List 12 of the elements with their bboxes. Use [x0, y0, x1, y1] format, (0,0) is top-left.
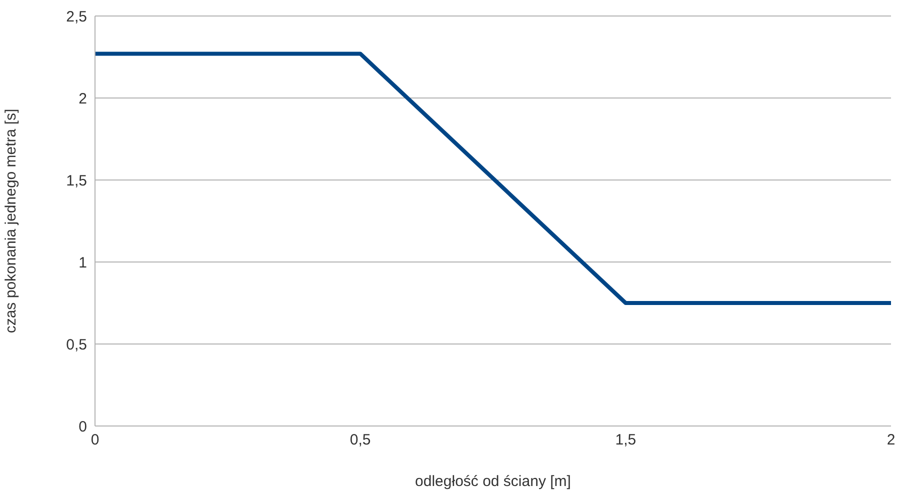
y-tick-label: 2: [78, 90, 87, 108]
x-tick-label: 1,5: [615, 432, 636, 449]
y-tick-label: 1: [78, 254, 87, 272]
y-axis-title: czas pokonania jednego metra [s]: [2, 108, 20, 334]
x-axis-title: odległość od ściany [m]: [415, 473, 571, 490]
x-tick-label: 2: [886, 432, 896, 449]
y-tick-label: 2,5: [66, 8, 87, 26]
y-tick-label: 0,5: [66, 336, 87, 354]
y-tick-label: 1,5: [66, 172, 87, 190]
y-tick-label: 0: [78, 418, 87, 436]
x-tick-label: 0,5: [350, 432, 371, 449]
x-tick-label: 0: [90, 432, 100, 449]
